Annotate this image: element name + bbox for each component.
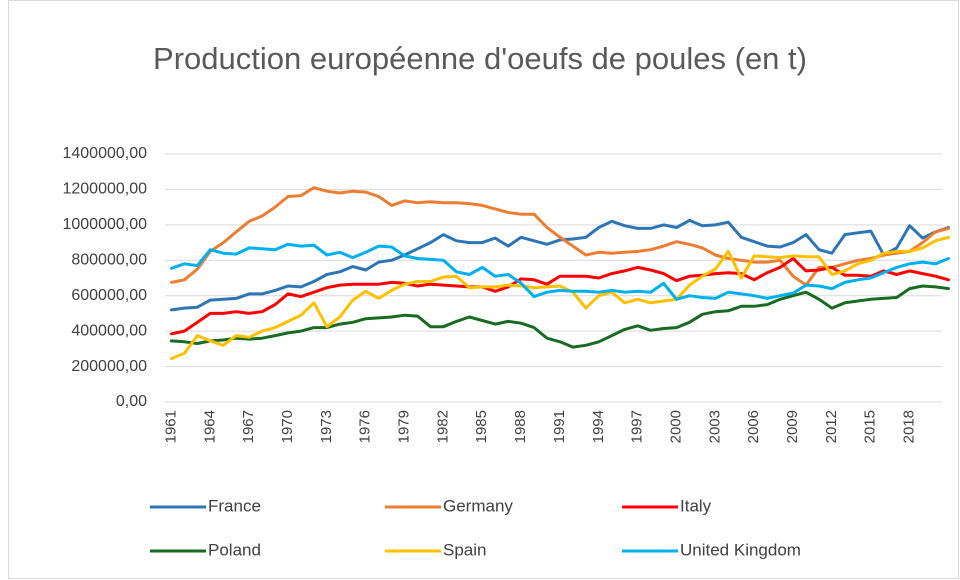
series-line xyxy=(170,235,950,361)
series-line xyxy=(170,284,950,349)
x-tick-label: 2006 xyxy=(745,410,762,443)
y-tick-label: 1400000,00 xyxy=(62,145,147,162)
y-tick-label: 200000,00 xyxy=(71,358,147,375)
x-tick-label: 1967 xyxy=(240,410,257,443)
x-tick-label: 2018 xyxy=(901,410,918,443)
chart-border xyxy=(8,0,959,579)
x-tick-label: 1994 xyxy=(590,410,607,443)
series-line xyxy=(170,218,950,312)
chart-title: Production européenne d'oeufs de poules … xyxy=(153,41,807,76)
y-tick-label: 400000,00 xyxy=(71,322,147,339)
x-tick-label: 1979 xyxy=(396,410,413,443)
x-tick-label: 1982 xyxy=(434,410,451,443)
legend-label: Spain xyxy=(443,540,486,559)
legend-label: Poland xyxy=(208,540,261,559)
y-tick-label: 1000000,00 xyxy=(62,216,147,233)
x-tick-label: 2000 xyxy=(667,410,684,443)
x-tick-label: 2012 xyxy=(823,410,840,443)
x-tick-label: 1970 xyxy=(279,410,296,443)
x-tick-label: 1976 xyxy=(357,410,374,443)
series-line xyxy=(170,242,950,301)
x-tick-label: 2003 xyxy=(706,410,723,443)
x-tick-label: 1973 xyxy=(318,410,335,443)
legend-label: France xyxy=(208,496,261,515)
legend-label: Germany xyxy=(443,496,513,515)
x-tick-label: 1991 xyxy=(551,410,568,443)
x-tick-label: 1985 xyxy=(473,410,490,443)
x-tick-label: 1988 xyxy=(512,410,529,443)
y-tick-label: 600000,00 xyxy=(71,287,147,304)
x-tick-label: 1961 xyxy=(162,410,179,443)
y-tick-label: 800000,00 xyxy=(71,252,147,269)
y-tick-label: 1200000,00 xyxy=(62,181,147,198)
x-tick-label: 2009 xyxy=(784,410,801,443)
x-tick-label: 1997 xyxy=(629,410,646,443)
x-tick-label: 1964 xyxy=(201,410,218,443)
x-tick-label: 2015 xyxy=(862,410,879,443)
legend-label: Italy xyxy=(680,496,712,515)
y-tick-label: 0,00 xyxy=(116,393,147,410)
legend-label: United Kingdom xyxy=(680,540,801,559)
series-line xyxy=(170,257,950,336)
series-line xyxy=(170,186,950,287)
